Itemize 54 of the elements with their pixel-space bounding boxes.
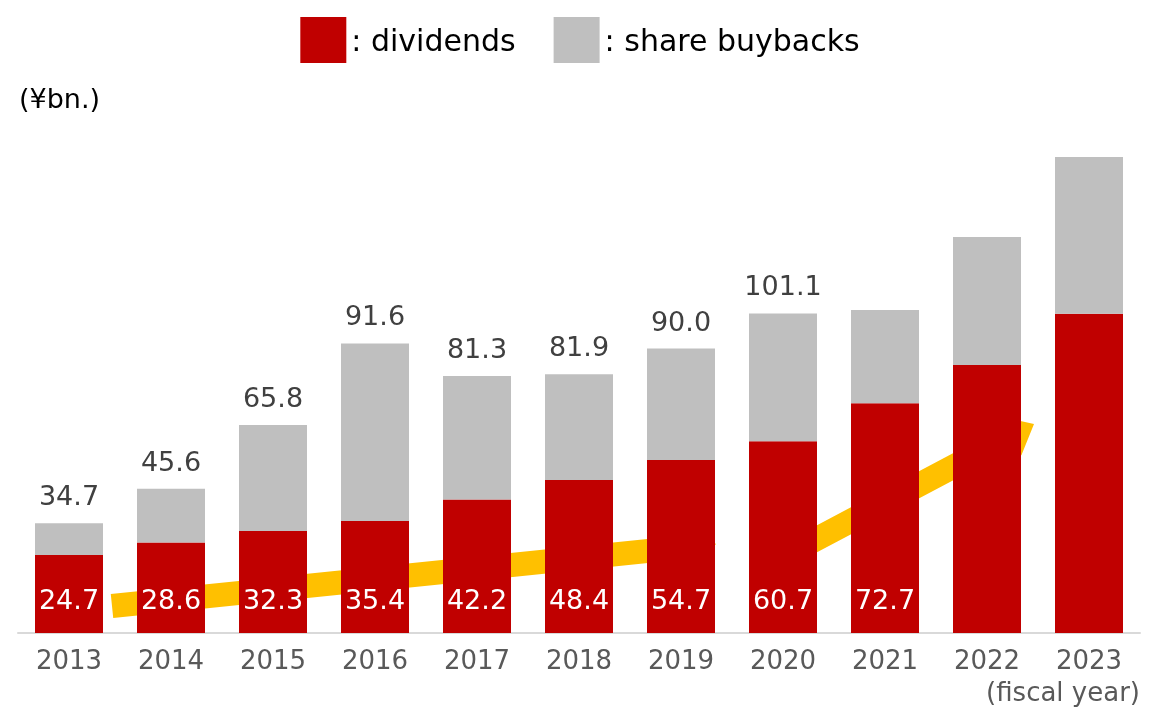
bar [647,348,715,461]
x-tick-label: 2018 [545,645,613,675]
data-label: 24.7 [38,584,100,615]
data-label: 60.7 [752,584,814,615]
data-label: 28.6 [140,584,202,615]
bar [953,364,1021,633]
y-axis-title: (¥bn.) [19,83,101,114]
bar [851,403,919,633]
x-axis-title: (fiscal year) [986,677,1140,707]
bar [443,376,511,500]
data-label: 42.2 [446,584,508,615]
bar [545,374,613,481]
bar [1055,313,1123,633]
bar [1055,157,1123,314]
total-label: 65.8 [242,382,304,414]
total-label: 101.1 [744,270,822,302]
bar [545,480,613,633]
bar [35,523,103,555]
x-tick-label: 2015 [239,645,307,675]
x-tick-label: 2021 [851,645,919,675]
bar [137,488,205,543]
bar [647,460,715,633]
x-tick-label: 2020 [749,645,817,675]
bar [953,236,1021,365]
bar [35,554,103,633]
data-label: 54.7 [650,584,712,615]
bar [749,441,817,633]
x-tick-label: 2019 [647,645,715,675]
bar [341,521,409,633]
bar [239,530,307,633]
bar [749,313,817,442]
data-label: 72.7 [854,584,916,615]
total-label: 81.3 [446,333,508,365]
x-tick-label: 2022 [953,645,1021,675]
x-tick-label: 2014 [137,645,205,675]
bar [443,499,511,633]
x-tick-label: 2016 [341,645,409,675]
x-tick-label: 2023 [1055,645,1123,675]
bar [851,309,919,404]
bar [239,425,307,531]
total-label: 90.0 [650,305,712,337]
bar [341,343,409,522]
data-label: 35.4 [344,584,406,615]
x-tick-label: 2017 [443,645,511,675]
bar [137,542,205,633]
legend-label: : share buybacks [604,22,860,58]
data-label: 32.3 [242,584,304,615]
total-label: 45.6 [140,445,202,477]
total-label: 91.6 [344,300,406,332]
x-tick-label: 2013 [35,645,103,675]
total-label: 34.7 [38,480,100,512]
legend-label: : dividends [351,22,516,58]
total-label: 81.9 [548,331,610,363]
data-label: 48.4 [548,584,610,615]
